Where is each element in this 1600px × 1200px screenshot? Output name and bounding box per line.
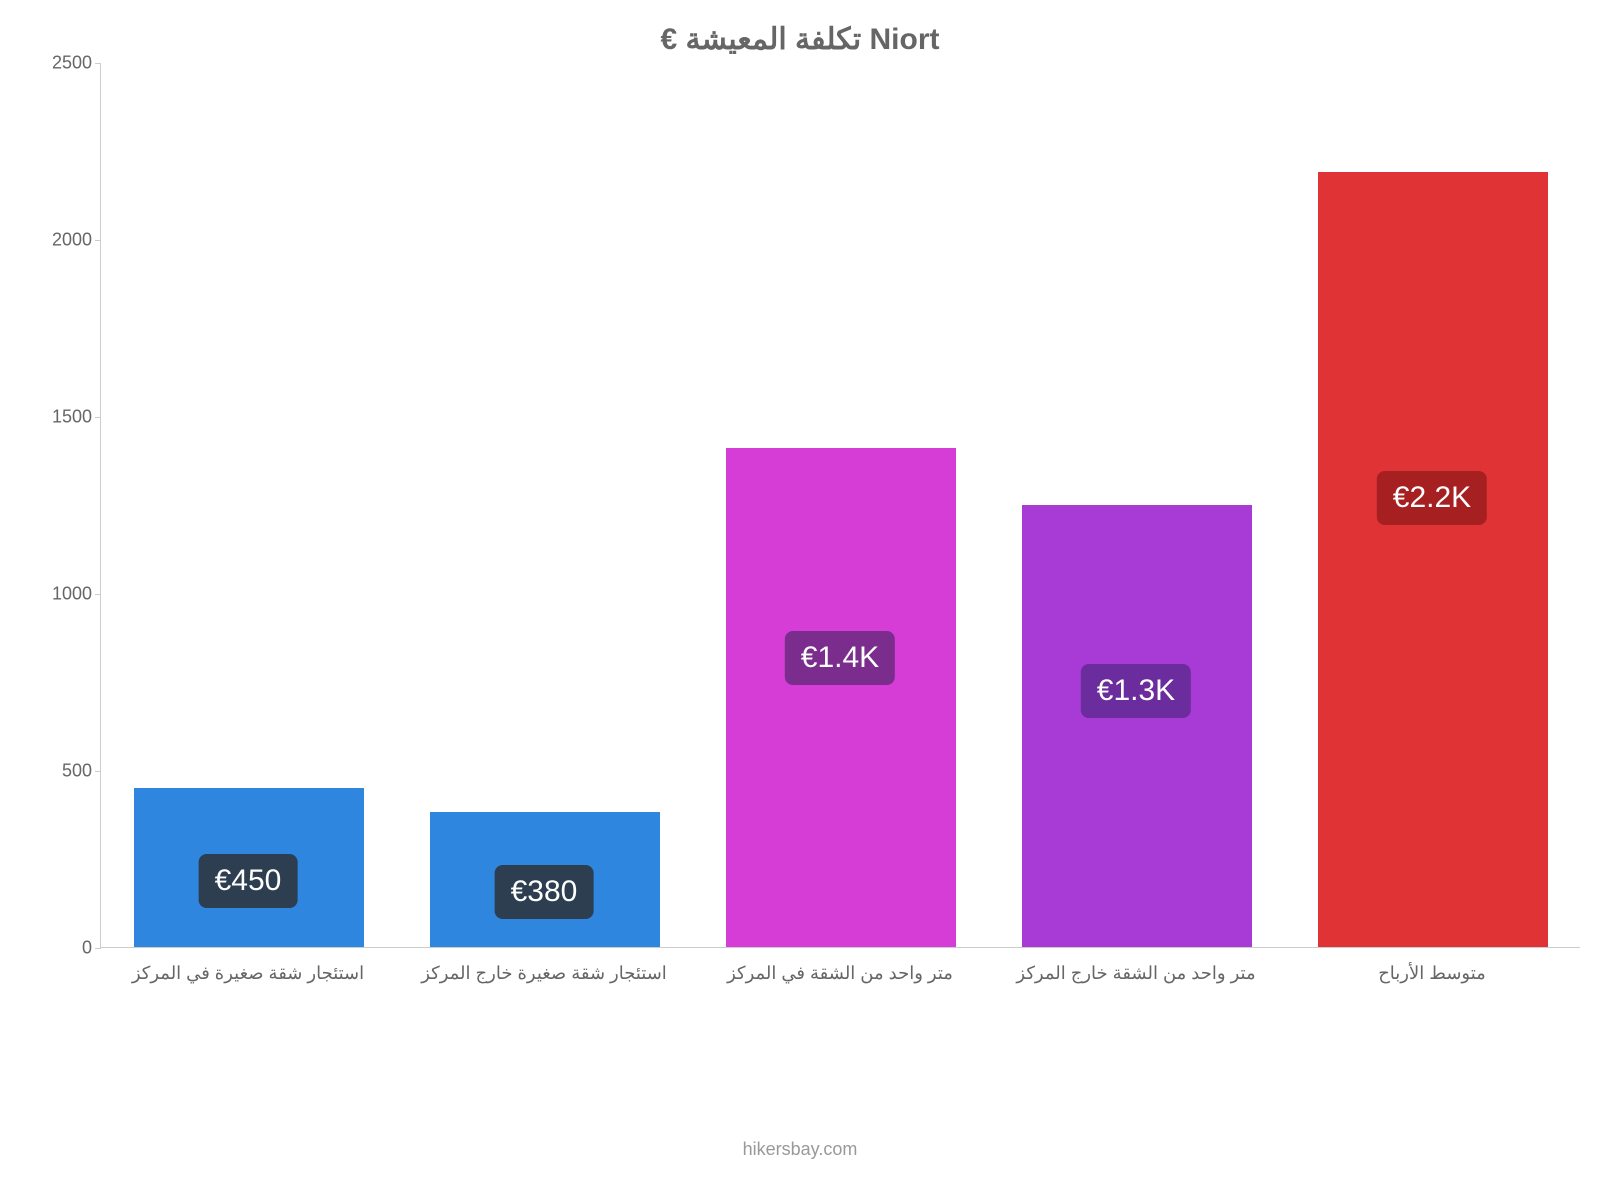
x-tick-label: استئجار شقة صغيرة في المركز bbox=[132, 963, 364, 984]
plot-area bbox=[100, 63, 1580, 948]
y-tick-label: 1000 bbox=[52, 584, 92, 605]
y-tick-mark bbox=[95, 417, 101, 418]
x-tick-label: استئجار شقة صغيرة خارج المركز bbox=[421, 963, 667, 984]
chart-container: € تكلفة المعيشة Niort hikersbay.com 0 500… bbox=[0, 0, 1600, 1200]
y-tick-label: 2000 bbox=[52, 230, 92, 251]
y-tick-label: 0 bbox=[82, 938, 92, 959]
attribution-text: hikersbay.com bbox=[0, 1139, 1600, 1160]
bar-value-label: €450 bbox=[199, 854, 298, 908]
chart-bar bbox=[1318, 172, 1549, 947]
y-tick-mark bbox=[95, 594, 101, 595]
y-tick-mark bbox=[95, 771, 101, 772]
bar-value-label: €2.2K bbox=[1377, 471, 1487, 525]
bar-value-label: €380 bbox=[495, 865, 594, 919]
x-tick-label: متر واحد من الشقة في المركز bbox=[727, 963, 953, 984]
bar-value-label: €1.4K bbox=[785, 631, 895, 685]
y-tick-mark bbox=[95, 63, 101, 64]
x-tick-label: متر واحد من الشقة خارج المركز bbox=[1016, 963, 1255, 984]
y-tick-label: 2500 bbox=[52, 53, 92, 74]
y-tick-mark bbox=[95, 240, 101, 241]
chart-title: € تكلفة المعيشة Niort bbox=[0, 22, 1600, 57]
chart-bar bbox=[726, 448, 957, 947]
chart-bar bbox=[1022, 505, 1253, 948]
y-tick-label: 1500 bbox=[52, 407, 92, 428]
y-tick-label: 500 bbox=[62, 761, 92, 782]
bar-value-label: €1.3K bbox=[1081, 664, 1191, 718]
y-tick-mark bbox=[95, 948, 101, 949]
x-tick-label: متوسط الأرباح bbox=[1378, 963, 1486, 984]
